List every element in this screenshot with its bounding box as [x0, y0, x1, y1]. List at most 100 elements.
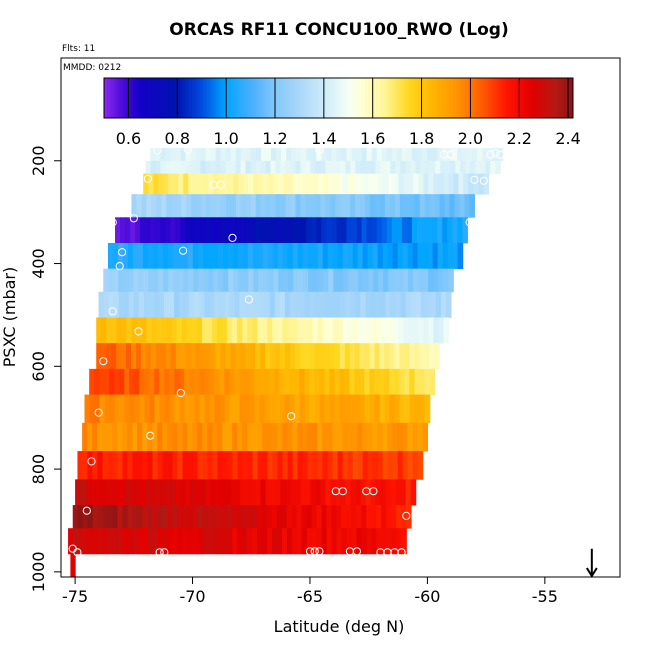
heatmap-cell [355, 194, 361, 218]
heatmap-cell [126, 343, 132, 370]
heatmap-cell [295, 343, 301, 370]
heatmap-cell [162, 242, 169, 270]
heatmap-cell [317, 422, 323, 452]
heatmap-cell [140, 479, 146, 506]
heatmap-cell [417, 217, 423, 244]
heatmap-cell [203, 268, 209, 293]
heatmap-cell [349, 394, 356, 424]
flight-point [108, 218, 117, 227]
colorbar-swatch [514, 78, 518, 118]
heatmap-cell [300, 160, 307, 175]
heatmap-cell [174, 368, 180, 395]
colorbar-swatch [344, 78, 348, 118]
heatmap-cell [384, 368, 391, 395]
heatmap-cell [388, 173, 394, 195]
heatmap-cell [295, 160, 302, 175]
heatmap-cell [327, 422, 333, 452]
colorbar-swatch [153, 78, 158, 118]
heatmap-cell [251, 505, 258, 529]
colorbar-swatch [561, 78, 565, 118]
heatmap-cell [457, 147, 463, 162]
heatmap-cell [389, 194, 396, 218]
heatmap-cell [444, 194, 451, 218]
heatmap-cell [306, 217, 312, 244]
heatmap-cell [429, 343, 435, 370]
heatmap-cell [354, 394, 361, 424]
heatmap-cell [267, 422, 273, 452]
heatmap-cell [163, 173, 169, 195]
colorbar-swatch [194, 78, 199, 118]
heatmap-cell [122, 422, 128, 452]
heatmap-cell [392, 422, 398, 452]
heatmap-cell [402, 451, 409, 480]
heatmap-cell [277, 317, 284, 344]
heatmap-cell [99, 394, 106, 424]
heatmap-cell [112, 422, 118, 452]
heatmap-cell [188, 268, 194, 293]
heatmap-cell [327, 451, 334, 480]
heatmap-cell [400, 291, 407, 318]
heatmap-cell [114, 394, 121, 424]
flight-point [179, 246, 188, 255]
heatmap-cell [196, 317, 203, 344]
heatmap-cell [157, 528, 164, 555]
heatmap-cell [316, 217, 322, 244]
colorbar-swatch [221, 78, 225, 118]
heatmap-cell [222, 242, 229, 270]
heatmap-cell [137, 451, 144, 480]
heatmap-cell [136, 317, 143, 344]
heatmap-cell [235, 194, 242, 218]
heatmap-cell [292, 317, 299, 344]
colorbar-swatch [300, 78, 304, 118]
heatmap-cell [365, 291, 371, 318]
heatmap-cell [412, 422, 418, 452]
colorbar-swatch [499, 78, 504, 118]
flight-point [446, 150, 455, 159]
heatmap-cell [180, 217, 187, 244]
heatmap-cell [219, 394, 226, 424]
heatmap-cell [398, 268, 404, 293]
heatmap-cell [351, 147, 358, 162]
heatmap-cell [120, 479, 126, 506]
heatmap-cell [232, 451, 239, 480]
heatmap-cell [293, 268, 299, 293]
colorbar-swatch [326, 78, 331, 118]
heatmap-cell [224, 291, 231, 318]
heatmap-cell [73, 528, 79, 555]
heatmap-cell [419, 394, 426, 424]
heatmap-cell [373, 268, 379, 293]
heatmap-cell [193, 268, 199, 293]
heatmap-cell [288, 268, 294, 293]
heatmap-cell [206, 194, 212, 218]
colorbar-swatch [408, 78, 413, 118]
heatmap-cell [229, 291, 236, 318]
heatmap-cell [201, 194, 207, 218]
heatmap-cell [280, 343, 286, 370]
heatmap-cell [338, 268, 344, 293]
heatmap-cell [356, 217, 363, 244]
heatmap-cell [399, 394, 406, 424]
heatmap-cell [393, 268, 399, 293]
heatmap-cell [371, 528, 378, 555]
heatmap-cell [377, 242, 384, 270]
heatmap-cell [325, 479, 332, 506]
heatmap-cell [303, 268, 309, 293]
heatmap-cell [360, 160, 366, 175]
heatmap-cell [177, 422, 183, 452]
colorbar-swatch [382, 78, 386, 118]
heatmap-cell [129, 368, 135, 395]
heatmap-cell [272, 422, 278, 452]
heatmap-cell [335, 291, 341, 318]
heatmap-cell [160, 479, 166, 506]
heatmap-cell [175, 147, 182, 162]
heatmap-cell [390, 479, 397, 506]
heatmap-cell [146, 194, 152, 218]
heatmap-cell [413, 173, 420, 195]
heatmap-cell [448, 173, 455, 195]
heatmap-cell [422, 242, 429, 270]
heatmap-cell [174, 291, 180, 318]
heatmap-cell [190, 147, 197, 162]
heatmap-cell [438, 268, 444, 293]
heatmap-cell [257, 528, 263, 555]
heatmap-cell [193, 173, 199, 195]
